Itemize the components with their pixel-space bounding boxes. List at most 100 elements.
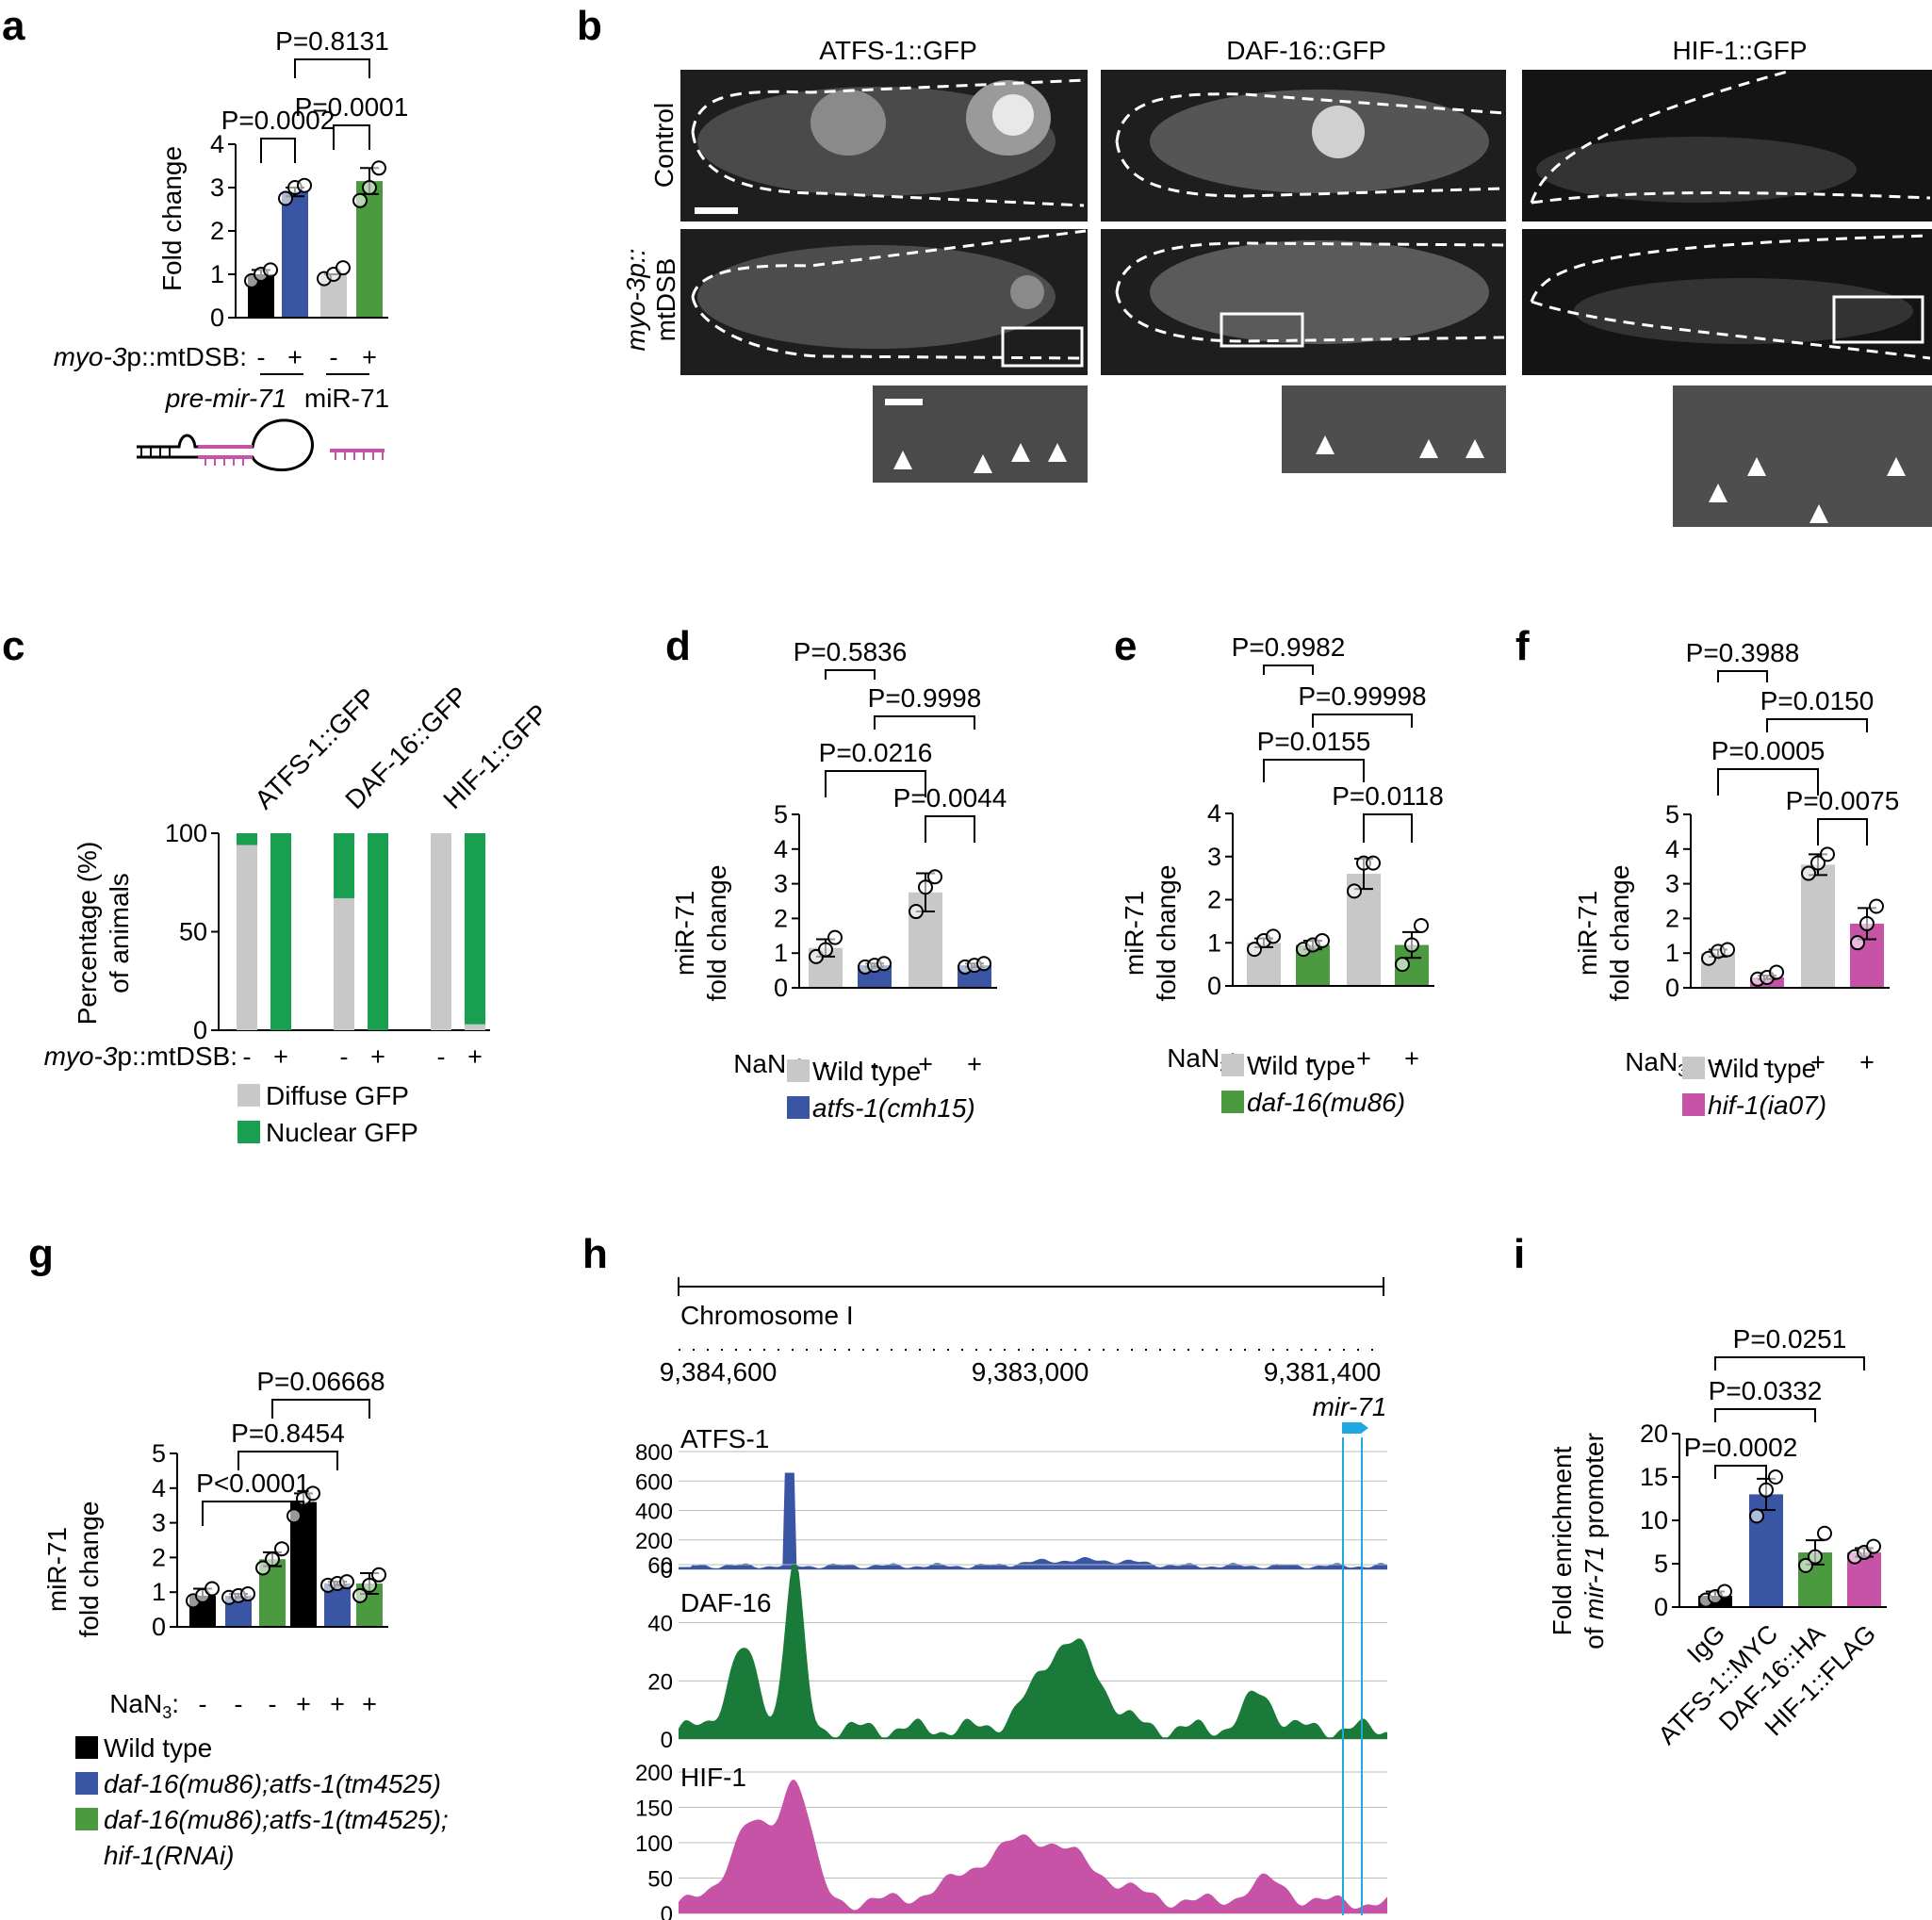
data-point (265, 1551, 280, 1567)
y-tick-label: 0 (1207, 972, 1221, 1000)
significance-bracket (1766, 718, 1868, 732)
g-legend-dm-hif-2: hif-1(RNAi) (104, 1841, 234, 1870)
bar (282, 191, 308, 318)
e-ylabel-2: fold change (1152, 865, 1181, 1002)
p-value-label: P=0.0118 (1332, 781, 1444, 811)
p-value-label: P=0.0332 (1709, 1376, 1823, 1405)
significance-bracket (1312, 714, 1413, 728)
y-tick-label: 4 (152, 1474, 166, 1502)
c-bar-nuclear (368, 833, 388, 1030)
e-legend-swatch-mut (1221, 1091, 1244, 1113)
data-point (1866, 1538, 1881, 1554)
data-point (909, 904, 924, 920)
x-tick-label: - (1260, 1044, 1269, 1073)
data-point (1798, 1557, 1813, 1573)
x-tick-label: + (1356, 1044, 1371, 1073)
x-tick-label: - (1763, 1048, 1772, 1076)
c-ylabel-2: of animals (105, 873, 134, 993)
h-track-area-atfs-1 (679, 1472, 1387, 1569)
data-point (362, 1577, 377, 1593)
y-tick-label: 4 (1207, 799, 1221, 828)
h-y-tick-label: 50 (647, 1867, 673, 1893)
b-col-label-hif: HIF-1::GFP (1672, 36, 1807, 65)
nucleus-arrow-icon (1048, 443, 1067, 462)
micrograph-hif-mtdsb (1522, 229, 1932, 375)
h-y-tick-label: 0 (661, 1902, 673, 1920)
i-ylabel-1: Fold enrichment (1547, 1446, 1577, 1635)
significance-bracket (1714, 1465, 1767, 1479)
p-value-label: P=0.06668 (256, 1367, 385, 1396)
c-x-tick-label: + (467, 1042, 483, 1071)
h-coord-2: 9,383,000 (972, 1357, 1089, 1387)
p-value-label: P=0.0001 (295, 92, 409, 122)
data-point (1347, 883, 1362, 899)
y-tick-label: 1 (152, 1578, 166, 1606)
micrograph-hif-control (1522, 69, 1932, 222)
significance-bracket (202, 1501, 304, 1526)
h-y-tick-label: 20 (647, 1669, 673, 1695)
e-legend-mut: daf-16(mu86) (1247, 1088, 1405, 1117)
data-point (1717, 1584, 1732, 1600)
data-point (1395, 957, 1410, 973)
data-point (274, 1541, 289, 1557)
x-tick-label: - (871, 1050, 879, 1078)
x-tick-label: + (362, 343, 377, 371)
data-point (1759, 1482, 1774, 1498)
x-tick-label: + (362, 1690, 377, 1718)
g-legend-dm-hif-1: daf-16(mu86);atfs-1(tm4525); (104, 1805, 449, 1834)
data-point (1817, 1525, 1832, 1541)
y-tick-label: 1 (210, 260, 224, 288)
c-bar-diffuse (237, 845, 257, 1030)
panel-label-a: a (2, 3, 25, 49)
b-col-label-daf: DAF-16::GFP (1226, 36, 1386, 65)
y-tick-label: 3 (1665, 870, 1679, 898)
p-value-label: P=0.0002 (221, 106, 336, 135)
d-legend-swatch-wt (787, 1059, 810, 1082)
data-point (1366, 855, 1381, 871)
e-legend-wt: Wild type (1247, 1051, 1355, 1080)
d-ylabel-2: fold change (702, 865, 731, 1002)
h-y-tick-label: 800 (635, 1440, 673, 1466)
data-point (352, 1587, 368, 1603)
f-legend-swatch-wt (1682, 1057, 1705, 1079)
y-tick-label: 0 (1654, 1593, 1668, 1621)
nucleus-arrow-icon (1011, 443, 1030, 462)
nucleus-arrow-icon (1887, 457, 1906, 476)
x-tick-label: - (257, 343, 266, 371)
data-point (297, 177, 312, 193)
c-bar-diffuse (465, 1024, 485, 1030)
significance-bracket (1263, 665, 1314, 675)
significance-bracket (294, 58, 370, 78)
i-ylabel-2: of mir-71 promoter (1580, 1433, 1609, 1649)
data-point (1266, 928, 1281, 944)
data-point (918, 879, 933, 895)
significance-bracket (1363, 813, 1413, 843)
data-point (371, 1567, 386, 1583)
data-point (1720, 942, 1735, 958)
c-bar-diffuse (431, 833, 451, 1030)
e-legend-swatch-wt (1221, 1054, 1244, 1076)
y-tick-label: 5 (1665, 800, 1679, 829)
g-legend-swatch-wt (75, 1736, 98, 1759)
g-legend-wt: Wild type (104, 1733, 212, 1763)
h-y-tick-label: 40 (647, 1612, 673, 1637)
x-tick-label: + (1404, 1044, 1419, 1073)
data-point (1769, 964, 1784, 980)
h-y-tick-label: 0 (661, 1558, 673, 1584)
p-value-label: P=0.0150 (1760, 686, 1875, 715)
e-ylabel-1: miR-71 (1120, 891, 1149, 976)
x-tick-label: - (1309, 1044, 1318, 1073)
c-x-tick-label: + (370, 1042, 385, 1071)
panel-label-c: c (2, 623, 25, 669)
significance-bracket (825, 669, 876, 680)
pre-mir-71-hairpin-icon (137, 418, 314, 471)
inset-atfs (873, 386, 1088, 483)
p-value-label: P=0.0155 (1257, 727, 1371, 756)
c-x-tick-label: + (273, 1042, 288, 1071)
y-tick-label: 4 (774, 835, 788, 863)
h-y-tick-label: 200 (635, 1761, 673, 1786)
c-y-tick-label: 100 (165, 819, 207, 847)
c-legend-nuclear: Nuclear GFP (266, 1118, 418, 1147)
p-value-label: P=0.0251 (1733, 1324, 1847, 1354)
